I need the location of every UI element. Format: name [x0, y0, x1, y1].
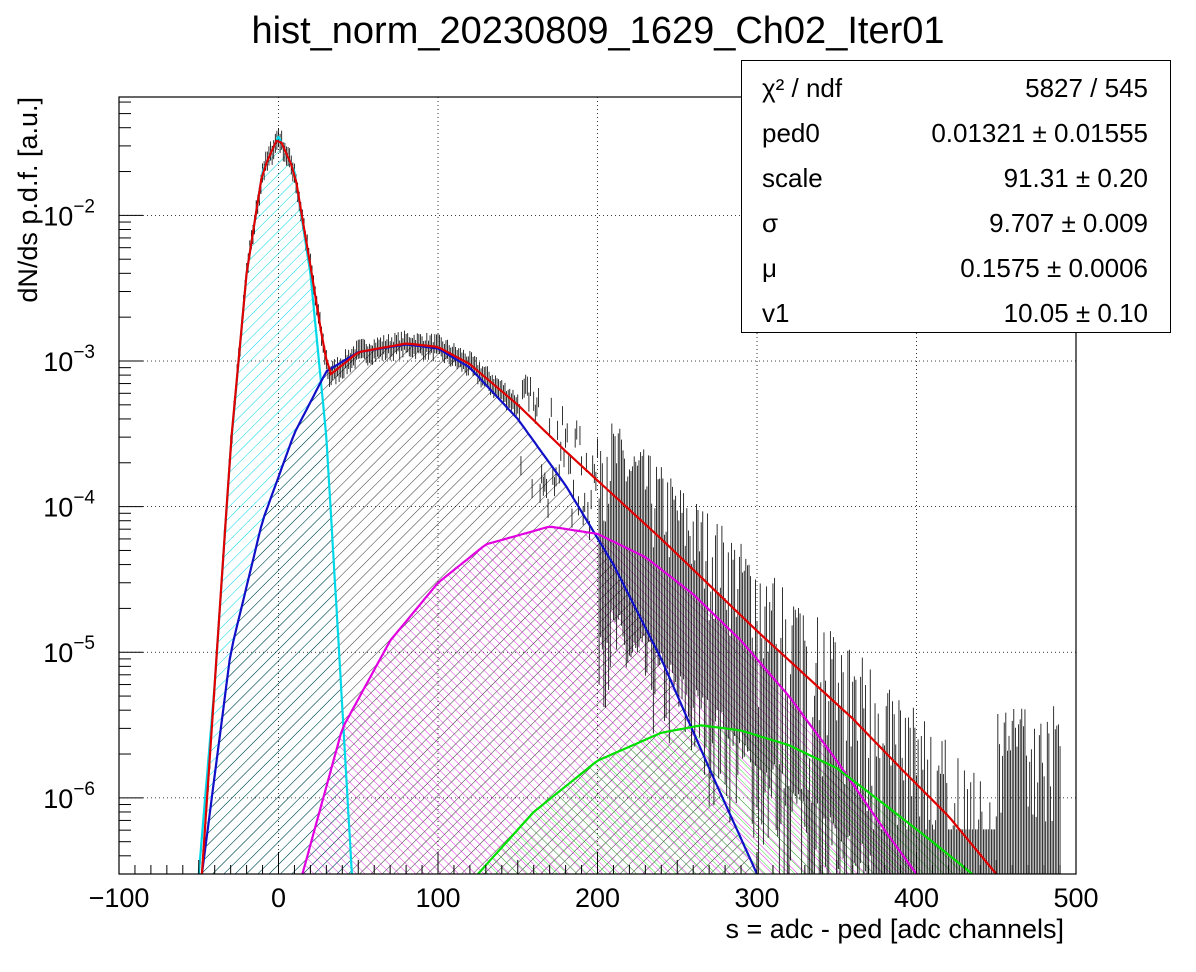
axis-ticks: −100 0 100 200 300 400 500 10−6 10−5 10−4 10−3 10−2: [43, 101, 1099, 913]
stat-row: χ² / ndf 5827 / 545: [742, 65, 1170, 111]
stat-name: v1: [762, 298, 790, 328]
axis-labels: s = adc - ped [adc channels] dN/ds p.d.f…: [13, 97, 1064, 944]
stat-name: scale: [762, 163, 823, 193]
stat-value: 91.31 ± 0.20: [1003, 163, 1148, 193]
x-tick-label: 0: [271, 883, 286, 913]
x-tick-label: 500: [1053, 883, 1098, 913]
fit-stats-box: χ² / ndf 5827 / 545 ped0 0.01321 ± 0.01555 s…: [741, 60, 1171, 333]
stat-name: μ: [762, 253, 777, 283]
y-tick-label: 10−5: [43, 633, 95, 668]
chart-title: hist_norm_20230809_1629_Ch02_Iter01: [251, 10, 945, 52]
x-tick-label: −100: [89, 883, 150, 913]
stat-row: scale 91.31 ± 0.20: [742, 155, 1170, 201]
x-tick-label: 400: [894, 883, 939, 913]
stat-name: σ: [762, 208, 779, 238]
stat-value: 5827 / 545: [1025, 73, 1148, 103]
double-pe-fit-curve: [301, 525, 918, 874]
stat-name: ped0: [762, 118, 820, 148]
stat-value: 10.05 ± 0.10: [1003, 298, 1148, 328]
stat-row: σ 9.707 ± 0.009: [742, 200, 1170, 246]
y-tick-label: 10−6: [43, 779, 95, 814]
stat-value: 0.01321 ± 0.01555: [931, 118, 1148, 148]
x-tick-label: 300: [734, 883, 779, 913]
single-pe-fit-curve: [200, 343, 759, 874]
y-tick-label: 10−4: [43, 488, 95, 523]
stat-value: 0.1575 ± 0.0006: [960, 253, 1148, 283]
y-axis-label: dN/ds p.d.f. [a.u.]: [13, 97, 43, 303]
y-tick-label: 10−2: [43, 196, 95, 231]
stat-row: v1 10.05 ± 0.10: [742, 290, 1170, 336]
stat-value: 9.707 ± 0.009: [989, 208, 1148, 238]
triple-pe-fit-curve: [477, 724, 973, 874]
component-fills: [198, 136, 973, 874]
triple-pe-fit-fill: [477, 725, 973, 874]
fit-curves: [197, 135, 998, 874]
x-axis-label: s = adc - ped [adc channels]: [726, 914, 1064, 944]
total-fit-curve: [200, 139, 998, 874]
stat-name: χ² / ndf: [762, 73, 843, 103]
stat-row: μ 0.1575 ± 0.0006: [742, 245, 1170, 291]
x-tick-label: 200: [575, 883, 620, 913]
x-tick-label: 100: [415, 883, 460, 913]
y-tick-label: 10−3: [43, 342, 95, 377]
stat-row: ped0 0.01321 ± 0.01555: [742, 110, 1170, 156]
